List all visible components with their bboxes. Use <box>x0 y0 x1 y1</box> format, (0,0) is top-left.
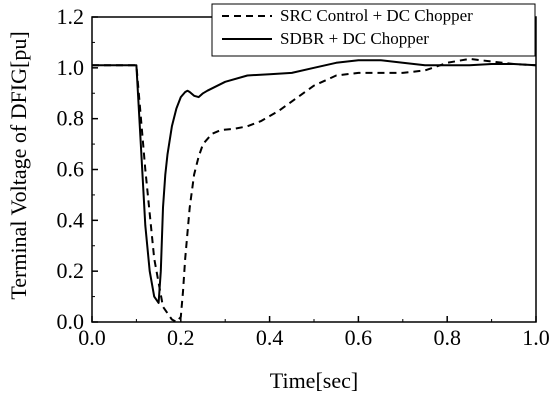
legend-entry-src-control: SRC Control + DC Chopper <box>280 6 473 25</box>
series-line-sdbr <box>92 59 537 304</box>
y-tick-label: 0.0 <box>57 309 85 334</box>
y-tick-label: 0.8 <box>57 106 85 131</box>
y-tick-label: 0.4 <box>57 207 85 232</box>
legend: SRC Control + DC Chopper SDBR + DC Chopp… <box>211 3 536 57</box>
y-tick-label: 0.2 <box>57 258 85 283</box>
legend-entry-sdbr: SDBR + DC Chopper <box>280 29 429 48</box>
plot-area <box>91 16 537 323</box>
x-tick-label: 0.4 <box>256 325 284 350</box>
x-axis-title: Time[sec] <box>270 368 358 393</box>
x-axis-ticks: 0.0 0.2 0.4 0.6 0.8 1.0 <box>78 316 550 350</box>
y-tick-label: 1.0 <box>57 55 85 80</box>
x-tick-label: 1.0 <box>522 325 550 350</box>
series-line-src-control <box>92 57 537 323</box>
plot-frame <box>91 16 537 323</box>
y-tick-label: 0.6 <box>57 157 85 182</box>
y-axis-title: Terminal Voltage of DFIG[pu] <box>6 31 31 299</box>
x-tick-label: 0.6 <box>345 325 373 350</box>
legend-box <box>211 3 536 57</box>
series-layer <box>92 57 537 323</box>
y-axis-ticks: 0.0 0.2 0.4 0.6 0.8 1.0 1.2 <box>57 4 98 334</box>
x-tick-label: 0.8 <box>433 325 461 350</box>
x-tick-label: 0.2 <box>167 325 195 350</box>
x-tick-label: 0.0 <box>78 325 106 350</box>
y-tick-label: 1.2 <box>57 4 85 29</box>
